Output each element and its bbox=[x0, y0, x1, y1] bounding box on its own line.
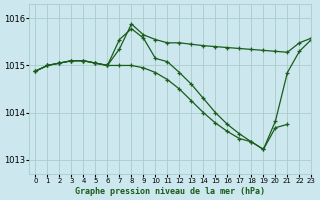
X-axis label: Graphe pression niveau de la mer (hPa): Graphe pression niveau de la mer (hPa) bbox=[76, 187, 265, 196]
